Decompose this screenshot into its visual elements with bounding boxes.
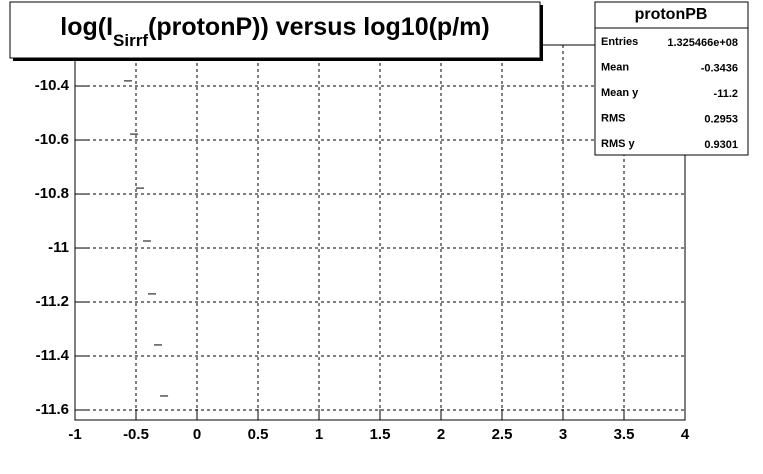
title-part: (protonP)) versus log10(p/m): [148, 13, 490, 41]
stats-label: Mean: [601, 61, 629, 73]
stats-title: protonPB: [635, 6, 708, 23]
x-tick-label: -0.5: [123, 426, 149, 443]
y-tick-label: -10.8: [35, 185, 69, 202]
x-tick-label: 0.5: [248, 426, 269, 443]
stats-value: -0.3436: [701, 62, 738, 74]
x-tick-label: -1: [68, 426, 81, 443]
stats-label: RMS y: [601, 138, 636, 150]
title-shadow: [13, 58, 543, 61]
x-tick-label: 1: [315, 426, 323, 443]
y-tick-label: -10.6: [35, 131, 69, 148]
x-tick-label: 1.5: [370, 426, 391, 443]
stats-box: protonPB Entries 1.325466e+08 Mean -0.3436 M…: [594, 1, 749, 156]
x-tick-label: 0: [193, 426, 201, 443]
title-box: [9, 1, 541, 59]
x-tick-label: 4: [681, 426, 690, 443]
y-tick-label: -11.6: [36, 401, 69, 418]
y-tick-label: -10.4: [35, 77, 70, 94]
stats-value: -11.2: [714, 88, 738, 100]
stats-label: Entries: [601, 36, 638, 48]
stats-label: RMS: [601, 112, 625, 124]
stats-value: 0.9301: [704, 139, 738, 151]
stats-value: 1.325466e+08: [667, 37, 738, 49]
title-part: log(I: [60, 13, 113, 41]
y-tick-label: -11: [48, 239, 69, 256]
x-tick-label: 2.5: [492, 426, 513, 443]
x-tick-label: 3: [559, 426, 567, 443]
title-shadow: [540, 5, 543, 61]
y-tick-label: -11.4: [36, 347, 70, 364]
y-tick-label: -11.2: [36, 293, 69, 310]
stats-label: Mean y: [601, 87, 639, 99]
title-subscript: Sirrf: [113, 31, 148, 50]
stats-value: 0.2953: [704, 113, 738, 125]
x-tick-label: 3.5: [614, 426, 635, 443]
stats-frame: [594, 1, 749, 156]
x-tick-label: 2: [437, 426, 445, 443]
marks: [123, 80, 169, 397]
chart-title: log(ISirrf(protonP)) versus log10(p/m): [60, 13, 489, 51]
